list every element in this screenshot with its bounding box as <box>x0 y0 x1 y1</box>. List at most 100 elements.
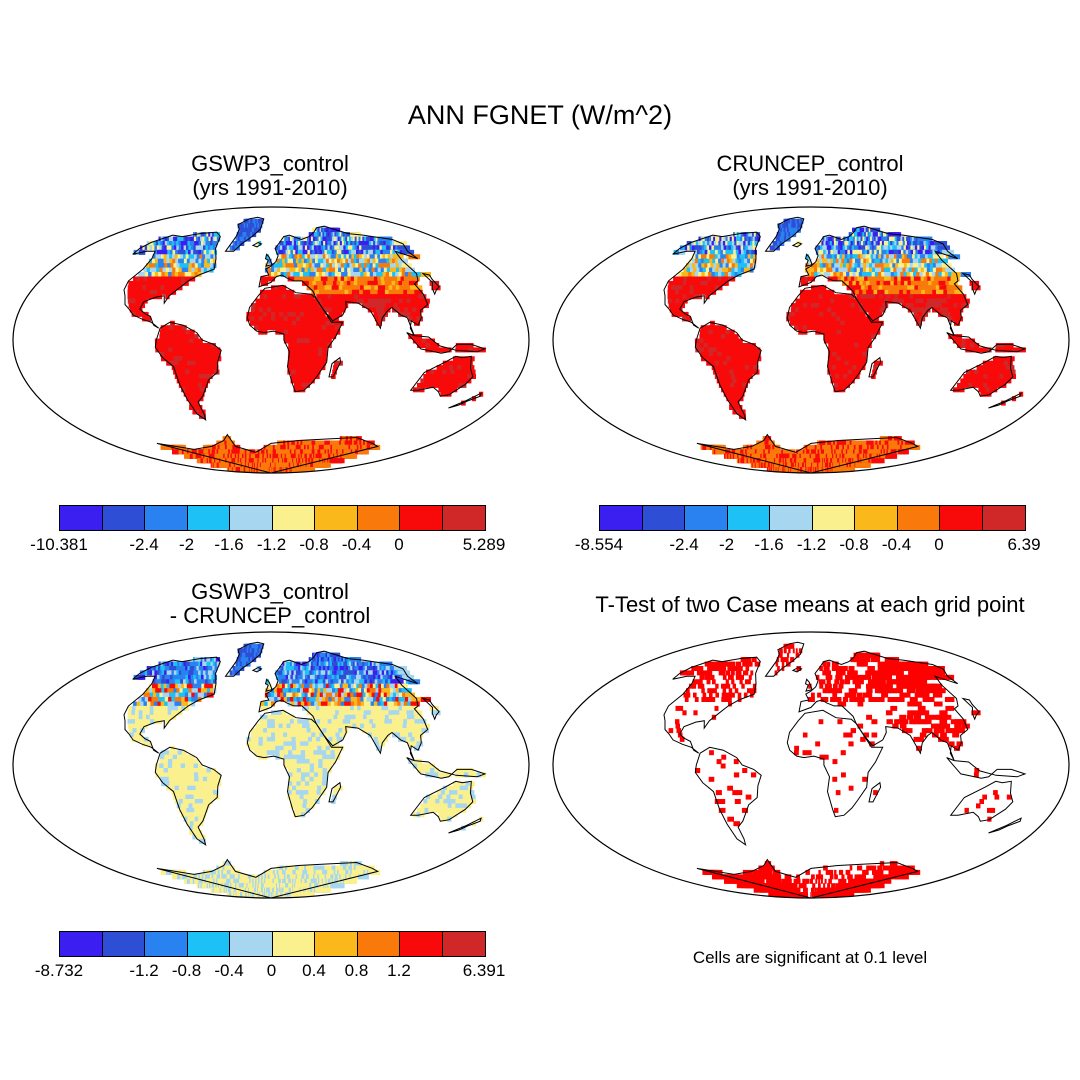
grid-cell <box>840 316 846 322</box>
grid-cell <box>668 280 673 286</box>
grid-cell <box>718 272 722 277</box>
grid-cell <box>185 263 190 269</box>
grid-cell <box>410 276 420 282</box>
grid-cell <box>336 311 343 317</box>
grid-cell <box>291 307 297 313</box>
grid-cell <box>305 343 311 348</box>
panel-title-line1: GSWP3_control <box>191 151 349 176</box>
grid-cell <box>238 227 242 233</box>
grid-cell <box>433 347 439 353</box>
grid-cell <box>865 298 871 304</box>
grid-cell <box>736 378 743 384</box>
grid-cell <box>884 298 891 304</box>
grid-cell <box>827 316 833 322</box>
grid-cell <box>699 249 705 255</box>
grid-cell <box>259 303 264 309</box>
grid-cell <box>845 347 851 353</box>
grid-cell <box>702 249 708 255</box>
grid-cell <box>184 267 189 273</box>
grid-cell <box>850 285 856 291</box>
grid-cell <box>287 307 293 313</box>
grid-cell <box>698 272 702 277</box>
grid-cell <box>420 382 426 388</box>
grid-cell <box>299 311 305 317</box>
grid-cell <box>276 453 279 459</box>
grid-cell <box>296 325 302 331</box>
grid-cell <box>322 280 329 286</box>
grid-cell <box>869 289 876 295</box>
grid-cell <box>211 249 215 255</box>
grid-cell <box>927 298 935 304</box>
grid-cell <box>194 356 201 362</box>
grid-cell <box>271 316 276 322</box>
grid-cell <box>155 263 159 269</box>
grid-cell <box>450 369 456 375</box>
grid-cell <box>178 374 186 379</box>
grid-cell <box>443 391 448 397</box>
grid-cell <box>281 241 286 246</box>
grid-cell <box>957 343 962 348</box>
grid-cell <box>283 316 289 322</box>
grid-cell <box>833 387 838 393</box>
grid-cell <box>835 365 841 371</box>
grid-cell <box>682 294 687 300</box>
grid-cell <box>815 245 819 251</box>
grid-cell <box>325 298 331 304</box>
grid-cell <box>738 391 745 397</box>
grid-cell <box>843 307 849 313</box>
grid-cell <box>814 458 817 464</box>
grid-cell <box>215 347 221 353</box>
panel-title-difference: GSWP3_control - CRUNCEP_control <box>50 580 490 628</box>
grid-cell <box>251 223 254 229</box>
grid-cell <box>278 444 281 450</box>
grid-cell <box>199 413 206 419</box>
coastline-africa <box>786 284 884 393</box>
grid-cell <box>193 338 199 344</box>
grid-cell <box>858 329 864 335</box>
grid-cell <box>302 440 305 446</box>
grid-cell <box>303 374 308 379</box>
grid-cell <box>300 356 306 362</box>
grid-cell <box>200 365 207 371</box>
grid-cell <box>944 307 951 313</box>
grid-cell <box>169 254 174 260</box>
grid-cell <box>886 280 894 286</box>
grid-cell <box>166 258 170 264</box>
grid-cell <box>315 440 319 446</box>
grid-cell <box>142 294 147 300</box>
grid-cell <box>162 267 167 273</box>
grid-cell <box>853 334 859 340</box>
grid-cell <box>827 258 832 264</box>
grid-cell <box>377 311 384 317</box>
grid-cell <box>190 249 194 255</box>
grid-cell <box>255 223 258 229</box>
grid-cell <box>304 440 307 446</box>
grid-cell <box>299 369 305 375</box>
grid-cell <box>750 343 756 348</box>
grid-cell <box>331 285 338 291</box>
grid-cell <box>825 241 830 246</box>
grid-cell <box>312 272 318 277</box>
grid-cell <box>875 307 882 313</box>
grid-cell <box>878 285 886 291</box>
grid-cell <box>831 374 836 379</box>
grid-cell <box>353 285 360 291</box>
grid-cell <box>828 338 834 344</box>
grid-cell <box>862 272 868 277</box>
grid-cell <box>306 440 309 446</box>
grid-cell <box>832 329 838 335</box>
grid-cell <box>703 258 708 264</box>
grid-cell <box>132 303 138 309</box>
grid-cell <box>686 276 691 282</box>
grid-cell <box>181 245 186 251</box>
grid-cell <box>836 334 842 340</box>
grid-cell <box>907 298 915 304</box>
grid-cell <box>188 267 192 273</box>
grid-cell <box>331 334 337 340</box>
grid-cell <box>862 303 868 309</box>
grid-cell <box>792 227 795 233</box>
grid-cell <box>277 449 280 455</box>
grid-cell <box>873 365 878 371</box>
grid-cell <box>265 254 269 260</box>
grid-cell <box>790 320 795 326</box>
